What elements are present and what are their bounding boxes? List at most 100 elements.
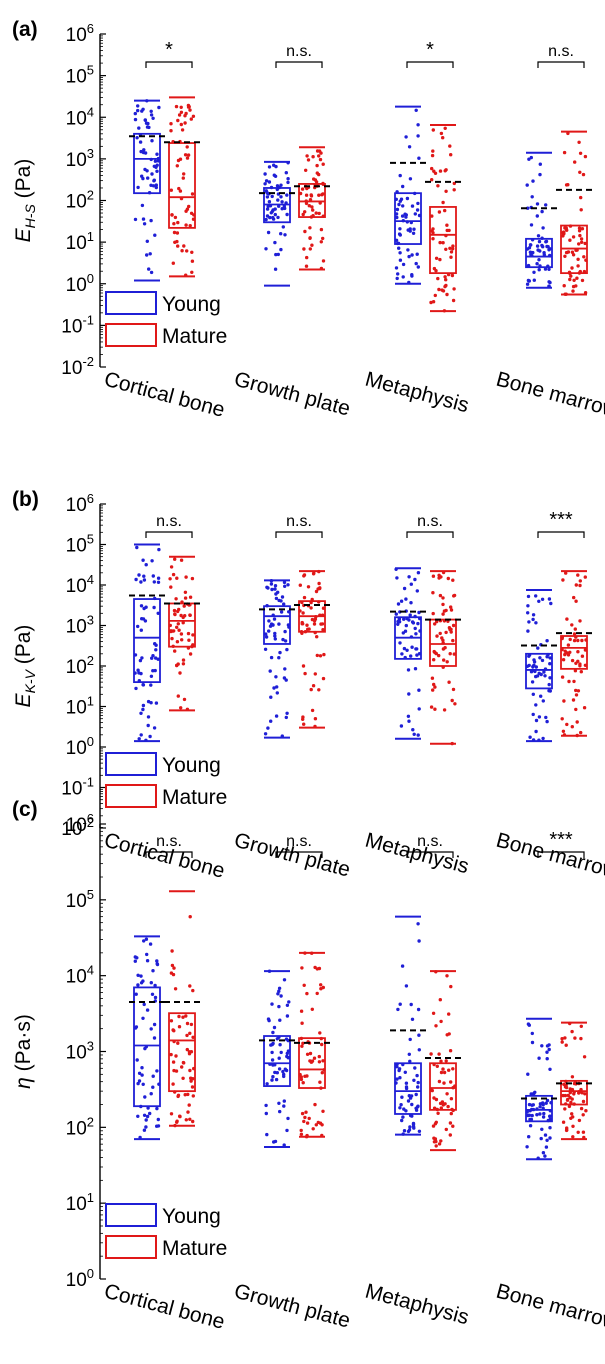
data-point bbox=[410, 273, 414, 277]
data-point bbox=[583, 575, 587, 579]
box-iqr bbox=[133, 132, 161, 195]
data-point bbox=[190, 1085, 195, 1089]
panel-label: (c) bbox=[12, 798, 38, 821]
data-point bbox=[444, 1127, 448, 1132]
data-point bbox=[271, 1041, 275, 1046]
data-point bbox=[277, 622, 281, 626]
data-point bbox=[171, 972, 176, 977]
y-tick-label: 106 bbox=[66, 491, 94, 516]
data-point bbox=[273, 637, 277, 641]
data-point bbox=[188, 984, 192, 988]
data-point bbox=[152, 1022, 157, 1027]
data-point bbox=[175, 640, 180, 644]
data-point bbox=[547, 248, 551, 252]
data-point bbox=[531, 617, 535, 622]
data-point bbox=[304, 264, 309, 268]
data-point bbox=[400, 1118, 404, 1123]
data-point bbox=[188, 1117, 192, 1122]
data-point bbox=[445, 223, 449, 227]
data-point bbox=[187, 638, 191, 642]
data-point bbox=[582, 255, 586, 259]
data-point bbox=[317, 211, 321, 216]
data-point bbox=[265, 1082, 269, 1086]
data-point bbox=[191, 1077, 195, 1081]
data-point bbox=[146, 723, 150, 728]
data-point bbox=[263, 182, 267, 186]
data-point bbox=[299, 1009, 304, 1013]
data-point bbox=[451, 578, 455, 582]
data-point bbox=[415, 1073, 419, 1078]
data-point bbox=[535, 214, 539, 218]
data-point bbox=[434, 1144, 438, 1148]
significance-label: n.s. bbox=[417, 833, 443, 850]
y-tick-label: 101 bbox=[66, 1190, 94, 1215]
data-point bbox=[580, 278, 585, 283]
data-point bbox=[566, 643, 571, 647]
significance-label: * bbox=[165, 39, 173, 61]
data-point bbox=[574, 707, 578, 712]
data-point bbox=[146, 176, 150, 180]
data-point bbox=[302, 722, 306, 726]
data-point bbox=[534, 621, 538, 625]
data-point bbox=[413, 626, 417, 631]
data-point bbox=[549, 601, 553, 606]
data-point bbox=[398, 641, 402, 645]
data-point bbox=[169, 1019, 174, 1023]
data-point bbox=[451, 638, 455, 643]
mature-box-1 bbox=[294, 146, 330, 271]
data-point bbox=[570, 1112, 574, 1116]
data-point bbox=[429, 705, 434, 709]
data-point bbox=[150, 139, 154, 143]
data-point bbox=[568, 1087, 572, 1091]
data-point bbox=[576, 638, 580, 643]
data-point bbox=[286, 583, 290, 587]
data-point bbox=[449, 605, 453, 609]
data-point bbox=[539, 694, 543, 698]
data-point bbox=[540, 243, 544, 248]
data-point bbox=[286, 177, 290, 181]
data-point bbox=[307, 1116, 311, 1121]
data-point bbox=[448, 1121, 453, 1125]
data-point bbox=[279, 232, 283, 236]
data-point bbox=[445, 1033, 449, 1037]
data-point bbox=[136, 1114, 140, 1119]
data-point bbox=[151, 669, 155, 673]
data-point bbox=[431, 1124, 436, 1128]
y-tick-label: 101 bbox=[66, 229, 94, 254]
data-point bbox=[441, 596, 445, 600]
significance-label: n.s. bbox=[156, 513, 182, 530]
data-point bbox=[156, 611, 160, 615]
data-point bbox=[152, 164, 156, 168]
data-point bbox=[149, 270, 154, 275]
data-point bbox=[539, 1136, 543, 1141]
data-point bbox=[579, 1106, 584, 1111]
data-point bbox=[444, 247, 448, 251]
data-point bbox=[151, 116, 155, 121]
data-point bbox=[182, 604, 186, 608]
data-point bbox=[170, 963, 175, 968]
data-point bbox=[438, 257, 442, 262]
data-point bbox=[316, 1120, 320, 1125]
data-point bbox=[447, 1068, 451, 1072]
data-point bbox=[405, 648, 409, 652]
data-point bbox=[439, 1106, 443, 1110]
data-point bbox=[320, 193, 324, 197]
box-iqr bbox=[168, 142, 196, 229]
data-point bbox=[411, 1124, 416, 1129]
data-point bbox=[305, 1074, 309, 1078]
data-point bbox=[264, 247, 268, 251]
significance-bracket bbox=[145, 851, 193, 858]
mature-box-1 bbox=[294, 569, 330, 729]
data-point bbox=[438, 240, 442, 245]
significance-label: n.s. bbox=[286, 513, 312, 530]
data-point bbox=[140, 617, 144, 621]
data-point bbox=[537, 715, 542, 719]
data-point bbox=[191, 633, 195, 637]
data-point bbox=[532, 278, 536, 282]
data-point bbox=[445, 660, 449, 664]
data-point bbox=[431, 574, 436, 578]
data-point bbox=[287, 1000, 291, 1004]
data-point bbox=[153, 642, 157, 646]
data-point bbox=[176, 220, 180, 225]
data-point bbox=[188, 108, 192, 112]
